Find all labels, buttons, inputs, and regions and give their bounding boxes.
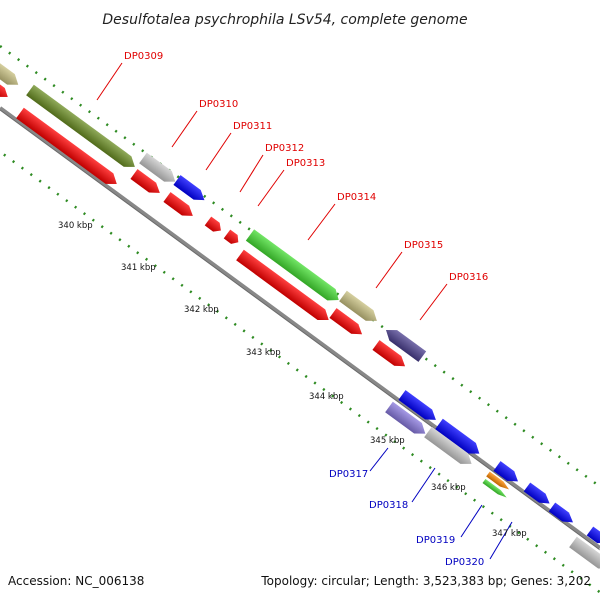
label-leader-line (419, 283, 448, 321)
gene-label-dp0315[interactable]: DP0315 (404, 240, 443, 251)
gene-dp0308-rev[interactable] (0, 79, 11, 102)
gene-dp0316-rev[interactable] (372, 340, 408, 371)
label-leader-line (460, 504, 483, 538)
gene-dp0317[interactable] (385, 401, 429, 439)
gene-dp0320a[interactable] (523, 482, 553, 508)
label-leader-line (375, 251, 403, 289)
scale-label-344: 344 kbp (309, 392, 344, 402)
tick-ring (0, 44, 600, 489)
label-leader-line (205, 132, 232, 171)
scale-label-342: 342 kbp (184, 305, 219, 315)
gene-dp0314-rev[interactable] (236, 249, 332, 326)
gene-dp0319[interactable] (482, 478, 509, 500)
scale-label-347: 347 kbp (492, 529, 527, 539)
gene-dp0315-rev[interactable] (329, 308, 365, 339)
gene-dp0310-rev[interactable] (130, 169, 163, 198)
gene-dp0314[interactable] (245, 229, 343, 305)
label-leader-line (239, 154, 264, 193)
gene-features (0, 58, 600, 574)
gene-dp0313[interactable] (223, 229, 242, 247)
gene-label-dp0312[interactable]: DP0312 (265, 143, 304, 154)
gene-label-dp0320[interactable]: DP0320 (445, 557, 484, 568)
gene-label-dp0317[interactable]: DP0317 (329, 469, 368, 480)
scale-label-340: 340 kbp (58, 221, 93, 231)
gene-label-dp0310[interactable]: DP0310 (199, 99, 238, 110)
gene-labels: DP0309 DP0310 DP0311 DP0312 DP0313 DP031… (124, 51, 488, 568)
gene-dp0319a[interactable] (493, 461, 521, 486)
gene-label-dp0319[interactable]: DP0319 (416, 535, 455, 546)
label-leader-line (411, 467, 436, 503)
gene-dp0318[interactable] (424, 426, 475, 469)
label-leader-line (171, 110, 198, 148)
gene-label-dp0313[interactable]: DP0313 (286, 158, 325, 169)
gene-dp0317b[interactable] (435, 418, 483, 459)
gene-dp0315[interactable] (339, 290, 381, 326)
gene-dp0311[interactable] (173, 175, 208, 205)
gene-dp0316[interactable] (382, 325, 427, 362)
gene-dp0320b[interactable] (548, 502, 576, 527)
genome-backbone (0, 106, 600, 551)
gene-dp0310[interactable] (139, 152, 179, 187)
scale-label-343: 343 kbp (246, 348, 281, 358)
genome-summary-text: Topology: circular; Length: 3,523,383 bp… (260, 574, 591, 588)
label-leaders (96, 62, 513, 560)
gene-dp0309[interactable] (26, 84, 139, 172)
label-leader-line (369, 447, 389, 472)
tick-ring (0, 150, 600, 594)
accession-text: Accession: NC_006138 (8, 574, 144, 588)
gene-label-dp0311[interactable]: DP0311 (233, 121, 272, 132)
gene-label-dp0314[interactable]: DP0314 (337, 192, 376, 203)
label-leader-line (96, 62, 123, 101)
map-title: Desulfotalea psychrophila LSv54, complet… (102, 12, 467, 28)
scale-label-341: 341 kbp (121, 263, 156, 273)
gene-dp0317a[interactable] (398, 390, 439, 425)
label-leader-line (257, 169, 285, 207)
gene-dp0321b[interactable] (586, 526, 600, 548)
gene-dp0319-orange[interactable] (486, 471, 511, 492)
scale-label-345: 345 kbp (370, 436, 405, 446)
gene-label-dp0316[interactable]: DP0316 (449, 272, 488, 283)
label-leader-line (307, 203, 336, 241)
gene-dp0312[interactable] (204, 216, 224, 235)
gene-dp0309-rev[interactable] (16, 107, 120, 189)
gene-dp0321[interactable] (569, 536, 600, 574)
label-leader-line (489, 521, 513, 560)
scale-label-346: 346 kbp (431, 483, 466, 493)
scale-labels: 340 kbp 341 kbp 342 kbp 343 kbp 344 kbp … (58, 221, 527, 539)
gene-dp0311-rev[interactable] (163, 192, 196, 221)
gene-label-dp0309[interactable]: DP0309 (124, 51, 163, 62)
gene-label-dp0318[interactable]: DP0318 (369, 500, 408, 511)
gene-dp0308[interactable] (0, 58, 22, 90)
